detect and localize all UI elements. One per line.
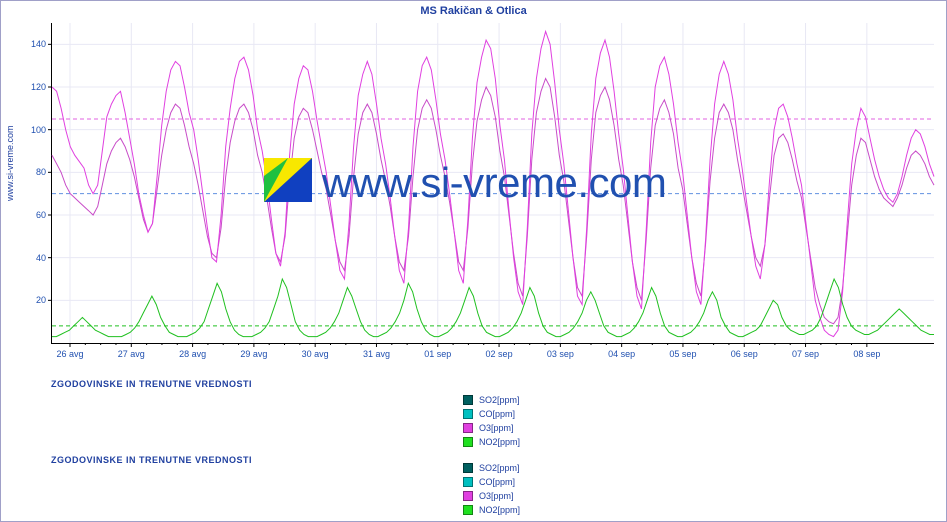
legend-label: SO2[ppm] (479, 463, 520, 473)
legend-label: O3[ppm] (479, 491, 514, 501)
section-label-2: ZGODOVINSKE IN TRENUTNE VREDNOSTI (51, 455, 252, 465)
x-tick-label: 26 avg (56, 343, 83, 359)
legend-swatch (463, 423, 473, 433)
legend-item: O3[ppm] (463, 421, 520, 435)
y-tick-label: 60 (36, 210, 52, 220)
legend-label: SO2[ppm] (479, 395, 520, 405)
legend-label: O3[ppm] (479, 423, 514, 433)
y-tick-label: 40 (36, 253, 52, 263)
plot-area: www.si-vreme.com 2040608010012014026 avg… (51, 23, 934, 344)
legend-item: NO2[ppm] (463, 503, 520, 517)
legend-swatch (463, 409, 473, 419)
x-tick-label: 31 avg (363, 343, 390, 359)
legend-swatch (463, 437, 473, 447)
legend-block-1: SO2[ppm] CO[ppm] O3[ppm] NO2[ppm] (463, 393, 520, 449)
legend-item: NO2[ppm] (463, 435, 520, 449)
legend-swatch (463, 477, 473, 487)
legend-swatch (463, 505, 473, 515)
legend-swatch (463, 395, 473, 405)
x-tick-label: 29 avg (240, 343, 267, 359)
legend-item: O3[ppm] (463, 489, 520, 503)
x-tick-label: 07 sep (792, 343, 819, 359)
chart-title: MS Rakičan & Otlica (1, 5, 946, 17)
y-axis-label: www.si-vreme.com (5, 125, 15, 201)
y-tick-label: 20 (36, 295, 52, 305)
section-label-1: ZGODOVINSKE IN TRENUTNE VREDNOSTI (51, 379, 252, 389)
x-tick-label: 08 sep (853, 343, 880, 359)
x-tick-label: 02 sep (486, 343, 513, 359)
y-tick-label: 100 (31, 125, 52, 135)
chart-container: MS Rakičan & Otlica www.si-vreme.com www… (0, 0, 947, 522)
legend-label: CO[ppm] (479, 477, 515, 487)
legend-block-2: SO2[ppm] CO[ppm] O3[ppm] NO2[ppm] (463, 461, 520, 517)
x-tick-label: 30 avg (302, 343, 329, 359)
legend-swatch (463, 491, 473, 501)
x-tick-label: 03 sep (547, 343, 574, 359)
legend-label: CO[ppm] (479, 409, 515, 419)
y-tick-label: 80 (36, 167, 52, 177)
legend-swatch (463, 463, 473, 473)
legend-item: CO[ppm] (463, 407, 520, 421)
x-tick-label: 28 avg (179, 343, 206, 359)
x-tick-label: 27 avg (118, 343, 145, 359)
x-tick-label: 06 sep (731, 343, 758, 359)
y-tick-label: 120 (31, 82, 52, 92)
legend-label: NO2[ppm] (479, 505, 520, 515)
legend-item: SO2[ppm] (463, 393, 520, 407)
watermark-logo (264, 158, 312, 202)
x-tick-label: 04 sep (608, 343, 635, 359)
legend-item: SO2[ppm] (463, 461, 520, 475)
y-tick-label: 140 (31, 39, 52, 49)
x-tick-label: 01 sep (424, 343, 451, 359)
x-tick-label: 05 sep (669, 343, 696, 359)
legend-item: CO[ppm] (463, 475, 520, 489)
watermark-text: www.si-vreme.com (322, 159, 666, 207)
legend-label: NO2[ppm] (479, 437, 520, 447)
